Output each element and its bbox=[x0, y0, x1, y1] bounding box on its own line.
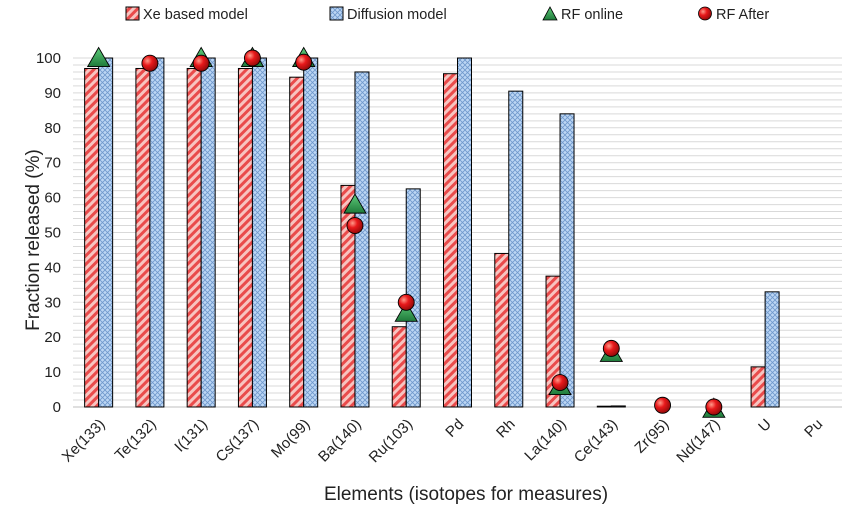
bar-diffusion bbox=[98, 57, 114, 408]
bar-xe-based bbox=[750, 366, 766, 408]
marker-rf-after bbox=[705, 398, 723, 416]
x-tick-label: Ce(143) bbox=[571, 416, 621, 466]
bar-diffusion bbox=[200, 57, 216, 408]
y-axis-ticks: 0 10 20 30 40 50 60 70 80 90 100 bbox=[36, 50, 61, 416]
legend-item-diffusion-model: Diffusion model bbox=[329, 6, 447, 23]
x-tick-label: Xe(133) bbox=[59, 416, 109, 466]
marker-rf-online bbox=[394, 301, 419, 322]
bar-xe-based bbox=[494, 252, 510, 408]
legend-circle-icon bbox=[698, 6, 712, 21]
y-tick-label: 30 bbox=[44, 294, 61, 311]
marker-rf-online bbox=[86, 46, 111, 68]
y-tick-label: 90 bbox=[44, 85, 61, 102]
x-tick-label: Pd bbox=[442, 416, 467, 441]
x-tick-label: Cs(137) bbox=[213, 416, 263, 466]
bar-diffusion bbox=[559, 113, 575, 408]
bar-diffusion bbox=[610, 405, 626, 408]
marker-rf-after bbox=[192, 54, 210, 72]
x-tick-label: Pu bbox=[801, 416, 826, 441]
bar-diffusion bbox=[303, 57, 319, 408]
x-tick-label: Ru(103) bbox=[366, 416, 416, 466]
legend-item-rf-online: RF online bbox=[542, 6, 623, 23]
legend-label-xe: Xe based model bbox=[143, 7, 248, 23]
legend-item-xe-based-model: Xe based model bbox=[125, 6, 248, 23]
bar-diffusion bbox=[354, 71, 370, 408]
bar-xe-based bbox=[186, 67, 202, 408]
marker-rf-after bbox=[243, 49, 261, 67]
bar-xe-based bbox=[237, 67, 253, 408]
bar-xe-based bbox=[289, 76, 305, 408]
bars bbox=[84, 57, 780, 408]
x-tick-label: Rh bbox=[493, 416, 519, 442]
legend: Xe based model Diffusion model RF online… bbox=[125, 6, 769, 23]
bar-diffusion bbox=[457, 57, 472, 408]
marker-rf-after bbox=[141, 54, 159, 72]
x-tick-label: Te(132) bbox=[112, 416, 160, 464]
x-tick-label: Ba(140) bbox=[315, 416, 365, 466]
marker-rf-after bbox=[551, 374, 569, 392]
marker-rf-after bbox=[397, 293, 415, 311]
y-tick-label: 10 bbox=[44, 364, 61, 381]
legend-label-rf-online: RF online bbox=[561, 7, 623, 23]
bar-diffusion bbox=[149, 57, 165, 408]
x-tick-label: Zr(95) bbox=[631, 416, 672, 457]
y-tick-label: 100 bbox=[36, 50, 61, 67]
marker-rf-after bbox=[654, 396, 672, 414]
legend-label-rf-after: RF After bbox=[716, 7, 769, 23]
x-tick-label: Mo(99) bbox=[268, 416, 314, 462]
x-tick-label: La(140) bbox=[521, 416, 570, 465]
legend-label-diffusion: Diffusion model bbox=[347, 7, 447, 23]
bar-xe-based bbox=[135, 67, 151, 408]
bar-xe-based bbox=[84, 67, 100, 408]
bar-xe-based bbox=[596, 405, 612, 408]
x-axis-ticks: Xe(133) Te(132) I(131) Cs(137) Mo(99) Ba(140)… bbox=[59, 416, 826, 466]
bar-diffusion bbox=[251, 57, 267, 408]
y-tick-label: 60 bbox=[44, 190, 61, 207]
x-tick-label: I(131) bbox=[171, 416, 211, 456]
y-tick-label: 0 bbox=[53, 399, 61, 416]
bar-diffusion bbox=[764, 291, 780, 408]
y-tick-label: 40 bbox=[44, 259, 61, 276]
y-tick-label: 50 bbox=[44, 225, 61, 242]
bar-xe-based bbox=[391, 326, 407, 408]
legend-swatch-diffusion-icon bbox=[329, 6, 344, 21]
legend-item-rf-after: RF After bbox=[698, 6, 769, 23]
y-tick-label: 80 bbox=[44, 120, 61, 137]
bar-diffusion bbox=[508, 90, 524, 408]
x-tick-label: U bbox=[755, 416, 775, 436]
x-axis-title: Elements (isotopes for measures) bbox=[324, 484, 608, 505]
legend-triangle-icon bbox=[542, 6, 558, 21]
y-tick-label: 70 bbox=[44, 155, 61, 172]
bar-xe-based bbox=[443, 73, 458, 408]
marker-rf-after bbox=[295, 53, 313, 71]
x-tick-label: Nd(147) bbox=[673, 416, 723, 466]
marker-rf-after bbox=[346, 217, 364, 234]
y-axis-title: Fraction released (%) bbox=[23, 149, 44, 331]
marker-rf-after bbox=[602, 339, 620, 357]
marker-rf-online bbox=[343, 193, 367, 214]
y-tick-label: 20 bbox=[44, 329, 61, 346]
legend-swatch-xe-icon bbox=[125, 6, 140, 21]
markers bbox=[86, 46, 726, 418]
